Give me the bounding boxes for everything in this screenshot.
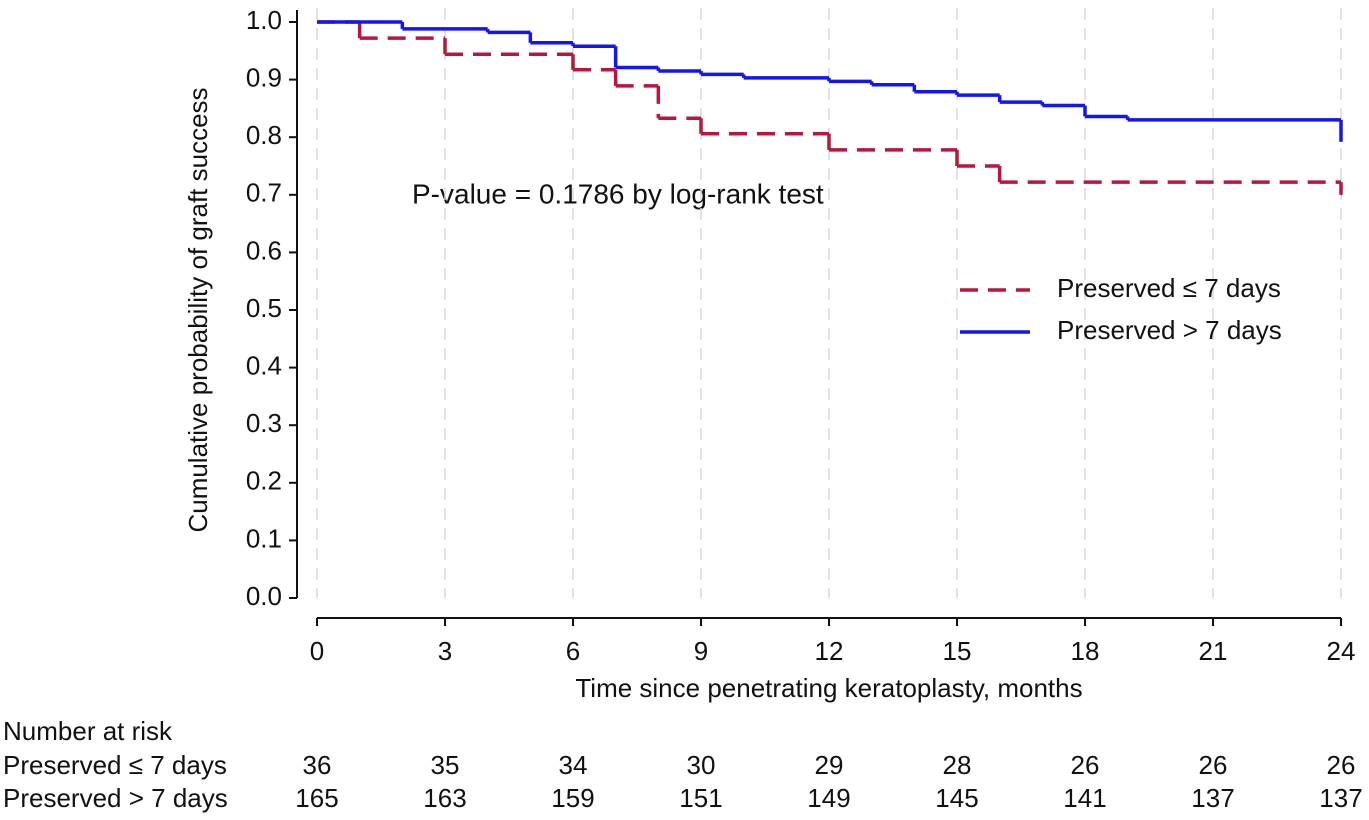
risk-count: 29 bbox=[815, 750, 844, 780]
y-tick-label: 0.6 bbox=[246, 235, 282, 265]
risk-count: 30 bbox=[687, 750, 716, 780]
risk-count: 35 bbox=[431, 750, 460, 780]
x-tick-label: 3 bbox=[438, 636, 452, 666]
x-tick-label: 6 bbox=[566, 636, 580, 666]
x-tick-label: 15 bbox=[943, 636, 972, 666]
y-tick-label: 0.9 bbox=[246, 62, 282, 92]
x-tick-label: 18 bbox=[1071, 636, 1100, 666]
risk-count: 151 bbox=[679, 783, 722, 813]
risk-count: 141 bbox=[1063, 783, 1106, 813]
y-tick-label: 0.0 bbox=[246, 581, 282, 611]
y-tick-label: 0.1 bbox=[246, 523, 282, 553]
risk-table-title: Number at risk bbox=[3, 716, 173, 746]
risk-count: 28 bbox=[943, 750, 972, 780]
x-axis-title: Time since penetrating keratoplasty, mon… bbox=[575, 673, 1082, 703]
risk-count: 163 bbox=[423, 783, 466, 813]
risk-count: 165 bbox=[295, 783, 338, 813]
risk-count: 26 bbox=[1327, 750, 1356, 780]
y-tick-label: 0.3 bbox=[246, 408, 282, 438]
risk-count: 159 bbox=[551, 783, 594, 813]
risk-count: 26 bbox=[1199, 750, 1228, 780]
risk-row-label: Preserved ≤ 7 days bbox=[3, 750, 227, 780]
y-tick-label: 0.7 bbox=[246, 178, 282, 208]
risk-count: 137 bbox=[1191, 783, 1234, 813]
risk-count: 149 bbox=[807, 783, 850, 813]
risk-count: 36 bbox=[303, 750, 332, 780]
x-tick-label: 0 bbox=[310, 636, 324, 666]
y-tick-label: 0.5 bbox=[246, 293, 282, 323]
x-tick-label: 21 bbox=[1199, 636, 1228, 666]
x-tick-label: 9 bbox=[694, 636, 708, 666]
risk-row-label: Preserved > 7 days bbox=[3, 783, 228, 813]
y-axis-title: Cumulative probability of graft success bbox=[183, 87, 213, 532]
legend-label: Preserved > 7 days bbox=[1057, 315, 1282, 345]
y-tick-label: 0.8 bbox=[246, 120, 282, 150]
risk-count: 137 bbox=[1319, 783, 1362, 813]
y-tick-label: 1.0 bbox=[246, 5, 282, 35]
y-tick-label: 0.4 bbox=[246, 350, 282, 380]
risk-count: 145 bbox=[935, 783, 978, 813]
annotation: P-value = 0.1786 by log-rank test bbox=[412, 178, 824, 209]
x-tick-label: 24 bbox=[1327, 636, 1356, 666]
risk-count: 34 bbox=[559, 750, 588, 780]
legend-label: Preserved ≤ 7 days bbox=[1057, 273, 1281, 303]
x-tick-label: 12 bbox=[815, 636, 844, 666]
y-tick-label: 0.2 bbox=[246, 466, 282, 496]
risk-count: 26 bbox=[1071, 750, 1100, 780]
